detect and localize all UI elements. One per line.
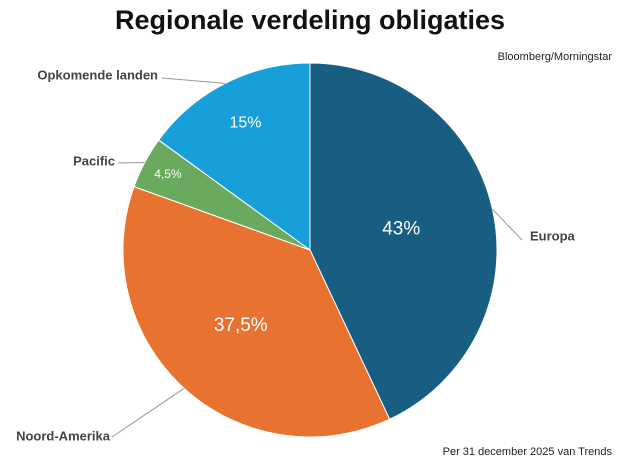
pie-slice — [158, 62, 311, 251]
leader-line — [492, 208, 523, 241]
category-label: Opkomende landen — [37, 67, 158, 82]
leader-line — [161, 77, 226, 84]
value-label: 37,5% — [214, 315, 268, 336]
leader-line — [111, 387, 185, 438]
category-label: Noord-Amerika — [16, 428, 111, 443]
chart-title: Regionale verdeling obligaties — [115, 5, 505, 35]
value-label: 4,5% — [154, 167, 182, 181]
source: Bloomberg/Morningstar — [498, 51, 613, 63]
value-label: 15% — [229, 115, 261, 132]
note: Per 31 december 2025 van Trends — [443, 446, 613, 458]
category-label: Pacific — [73, 153, 115, 168]
pie-slice — [122, 186, 391, 438]
value-label: 43% — [382, 219, 420, 240]
pie-slice — [309, 62, 498, 420]
leader-line — [117, 161, 145, 164]
category-label: Europa — [530, 228, 576, 243]
